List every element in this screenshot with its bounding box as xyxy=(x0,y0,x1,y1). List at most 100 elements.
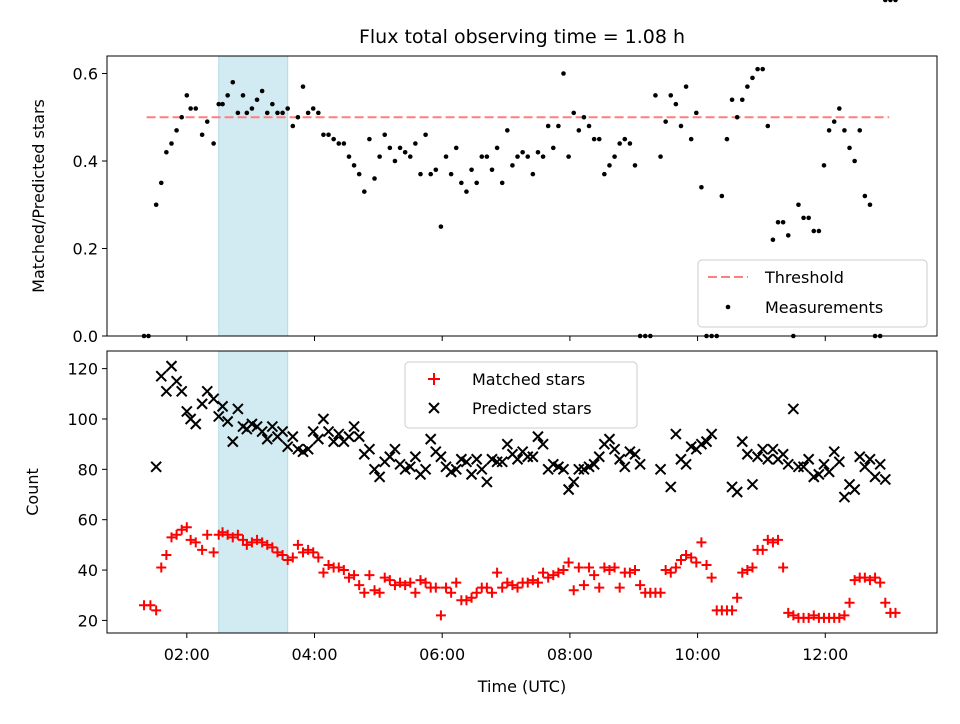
measurement-point xyxy=(316,110,321,116)
top-frame xyxy=(106,55,938,337)
matched-point xyxy=(849,575,860,586)
predicted-point xyxy=(373,471,386,483)
measurement-point xyxy=(158,180,164,186)
matched-point xyxy=(486,587,497,598)
measurement-point xyxy=(673,101,679,107)
matched-point xyxy=(237,534,248,545)
predicted-point xyxy=(670,428,682,440)
predicted-point xyxy=(170,375,183,387)
predicted-point xyxy=(562,483,575,496)
matched-point xyxy=(338,565,349,576)
measurement-point xyxy=(204,119,210,124)
matched-point xyxy=(788,610,799,621)
measurement-point xyxy=(540,154,546,159)
predicted-point xyxy=(491,456,503,468)
matched-point xyxy=(208,547,219,558)
matched-point xyxy=(197,544,208,555)
measurement-point xyxy=(249,106,255,111)
matched-point xyxy=(747,562,758,573)
measurement-point xyxy=(179,114,184,120)
top-y-tick-label: 0.4 xyxy=(73,152,98,171)
matched-point xyxy=(451,577,462,588)
matched-point xyxy=(589,570,600,581)
matched-point xyxy=(655,587,666,598)
predicted-point xyxy=(196,398,208,410)
top-y-tick-label: 0.6 xyxy=(73,65,98,84)
predicted-point xyxy=(777,448,789,460)
predicted-point xyxy=(874,458,886,471)
matched-point xyxy=(512,582,523,593)
measurement-point xyxy=(745,84,750,89)
matched-point xyxy=(604,565,615,576)
measurement-point xyxy=(290,123,296,129)
measurement-point xyxy=(750,75,755,81)
matched-point xyxy=(522,577,533,588)
measurement-point xyxy=(821,163,827,168)
top-y-tick-label: 0.0 xyxy=(73,327,98,346)
matched-point xyxy=(156,562,167,573)
predicted-point xyxy=(465,468,478,481)
measurement-point xyxy=(837,106,842,111)
measurement-point xyxy=(494,145,500,151)
measurement-point xyxy=(387,145,393,151)
legend-predicted-label: Predicted stars xyxy=(472,399,592,418)
matched-point xyxy=(282,554,293,565)
predicted-point xyxy=(603,433,616,445)
measurement-point xyxy=(428,171,434,177)
predicted-point xyxy=(165,360,178,372)
bottom-y-tick-label: 20 xyxy=(78,611,98,630)
measurement-point xyxy=(755,66,760,72)
top-shaded-region xyxy=(218,55,289,337)
measurement-point xyxy=(699,184,704,190)
predicted-point xyxy=(470,453,483,465)
matched-point xyxy=(502,577,513,588)
measurement-point xyxy=(688,136,694,142)
x-tick-label: 08:00 xyxy=(547,645,593,664)
matched-point xyxy=(379,572,390,583)
matched-point xyxy=(532,577,543,588)
matched-point xyxy=(870,572,881,583)
matched-point xyxy=(558,565,569,576)
matched-point xyxy=(696,537,707,548)
matched-point xyxy=(783,607,794,618)
measurement-point xyxy=(719,193,725,199)
legend-threshold-label: Threshold xyxy=(764,268,844,287)
measurement-point xyxy=(230,79,236,85)
matched-point xyxy=(880,597,891,608)
predicted-point xyxy=(227,435,239,448)
measurement-point xyxy=(617,141,622,146)
matched-point xyxy=(675,554,686,565)
predicted-point xyxy=(333,428,345,440)
predicted-point xyxy=(787,403,800,415)
matched-point xyxy=(548,570,559,581)
matched-point xyxy=(609,562,620,573)
measurement-point xyxy=(259,88,265,94)
measurement-point xyxy=(653,93,658,98)
predicted-point xyxy=(629,448,641,460)
predicted-point xyxy=(746,478,759,491)
matched-point xyxy=(161,549,172,560)
matched-point xyxy=(890,607,901,618)
predicted-point xyxy=(160,385,173,397)
measurement-point xyxy=(785,233,791,238)
measurement-point xyxy=(806,215,811,221)
top-panel-plot: 0.0 0.2 0.4 0.6 xyxy=(73,0,938,346)
bottom-y-axis-label: Count xyxy=(23,468,42,516)
bottom-panel-plot: 20 40 60 80 100 120 02:00 04:00 06:00 08:00 10:00 1… xyxy=(67,350,938,664)
matched-point xyxy=(742,565,753,576)
predicted-point xyxy=(838,491,851,503)
matched-point xyxy=(246,537,257,548)
bottom-y-tick-label: 120 xyxy=(67,360,98,379)
predicted-point xyxy=(532,430,544,443)
predicted-point xyxy=(190,418,202,430)
measurement-point xyxy=(464,189,469,194)
predicted-point xyxy=(348,420,360,433)
measurement-point xyxy=(402,149,408,155)
predicted-point xyxy=(802,453,815,465)
matched-point xyxy=(151,605,162,616)
predicted-point xyxy=(384,451,396,463)
matched-point xyxy=(349,570,360,581)
predicted-point xyxy=(460,456,473,468)
measurement-point xyxy=(535,149,541,155)
